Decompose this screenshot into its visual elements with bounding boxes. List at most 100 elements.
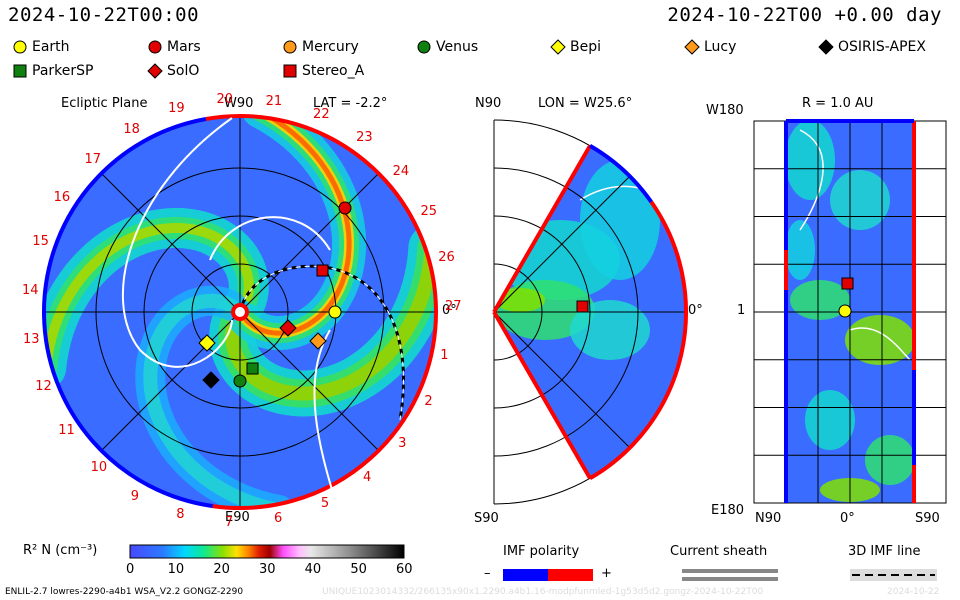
diamond-icon: [684, 39, 700, 55]
lat-lon-panel: [753, 119, 947, 504]
day-label: 6: [273, 511, 283, 526]
colorbar-tick: 60: [396, 562, 413, 577]
legend-item-stereo-a: Stereo_A: [282, 63, 364, 79]
imf-negative-swatch: [503, 569, 548, 581]
day-label: 15: [32, 234, 49, 250]
parkersp-marker: [246, 362, 259, 375]
meridional-plane-panel: [492, 119, 688, 505]
day-label: 10: [90, 460, 108, 476]
square-icon: [13, 64, 27, 78]
legend-label: Stereo_A: [302, 63, 365, 79]
imf-minus-label: –: [484, 566, 491, 581]
ecliptic-title: Ecliptic Plane: [61, 96, 148, 111]
imf-plus-label: +: [601, 566, 612, 581]
day-label: 1: [440, 347, 449, 363]
density-spiral-arms: [44, 116, 436, 508]
diamond-icon: [818, 39, 834, 55]
circle-icon: [417, 40, 431, 54]
colorbar-label: R² N (cm⁻³): [23, 543, 98, 558]
day-label: 9: [130, 488, 139, 504]
colorbar-tick: 40: [304, 562, 322, 577]
day-label: 18: [123, 121, 140, 137]
imf-polarity-label: IMF polarity: [503, 544, 580, 559]
day-label: 14: [21, 282, 39, 298]
legend-label: OSIRIS-APEX: [838, 39, 926, 55]
day-label: 24: [392, 163, 410, 179]
meridional-s90-label: S90: [474, 511, 499, 526]
ecliptic-0deg-label: 0°: [442, 303, 457, 318]
legend-item-solo: SolO: [147, 63, 199, 79]
day-label: 3: [398, 435, 407, 451]
legend-label: Mars: [167, 39, 201, 55]
solo-marker: [279, 319, 297, 337]
day-label: 21: [265, 93, 283, 109]
run-info: UNIQUE1023014332/266135x90x1.2290.a4b1.1…: [322, 587, 764, 597]
legend-item-lucy: Lucy: [684, 39, 736, 55]
colorbar: [129, 544, 405, 559]
imf-polarity-boundary: [42, 114, 438, 510]
day-label: 13: [22, 331, 40, 347]
ecliptic-e90-label: E90: [225, 510, 250, 525]
lat-lon-density-blobs: [786, 121, 914, 502]
stereo-a-latlon-marker: [841, 277, 854, 290]
meridional-lon-label: LON = W25.6°: [538, 96, 633, 111]
current-sheath-lines: [121, 117, 336, 501]
legend-item-bepi: Bepi: [550, 39, 601, 55]
day-label: 8: [176, 507, 185, 523]
legend-label: Venus: [436, 39, 479, 55]
run-date: 2024-10-22: [887, 587, 940, 597]
latlon-w180-label: W180: [706, 103, 744, 118]
circle-icon: [13, 40, 27, 54]
day-label: 25: [420, 204, 438, 220]
sheath-swatch-top: [682, 569, 778, 573]
legend-label: Bepi: [570, 39, 601, 55]
day-label: 19: [168, 101, 185, 117]
legend-item-earth: Earth: [12, 39, 70, 55]
day-label: 26: [438, 249, 455, 265]
imf-positive-swatch: [548, 569, 593, 581]
latlon-r-label: R = 1.0 AU: [802, 96, 874, 111]
day-label: 17: [84, 151, 101, 167]
day-label: 22: [313, 106, 330, 122]
day-label: 20: [216, 91, 233, 107]
legend-label: ParkerSP: [32, 63, 94, 79]
ecliptic-plane-panel: [42, 114, 438, 510]
legend-item-parkersp: ParkerSP: [12, 63, 93, 79]
latlon-x-0: 0°: [840, 511, 855, 526]
day-label: 4: [362, 470, 372, 486]
day-label: 16: [53, 190, 71, 206]
left-timestamp: 2024-10-22T00:00: [8, 4, 200, 26]
legend-label: Mercury: [302, 39, 359, 55]
latlon-x-s90: S90: [915, 511, 940, 526]
legend-item-mars: Mars: [147, 39, 201, 55]
circle-icon: [148, 40, 162, 54]
day-label: 2: [424, 394, 433, 410]
day-label: 11: [58, 423, 75, 438]
colorbar-tick: 10: [167, 562, 185, 577]
day-label: 5: [320, 495, 330, 511]
latlon-e180-label: E180: [711, 503, 745, 518]
colorbar-tick: 30: [259, 562, 276, 577]
stereo-a-meridional-marker: [576, 300, 589, 313]
colorbar-tick: 0: [126, 562, 135, 577]
meridional-grid: [493, 119, 687, 505]
ecliptic-w90-label: W90: [224, 96, 254, 111]
earth-marker: [328, 305, 342, 319]
mars-marker: [338, 201, 352, 215]
diamond-icon: [550, 39, 566, 55]
latlon-x-n90: N90: [755, 511, 782, 526]
day-label: 27: [444, 298, 462, 314]
day-label: 7: [224, 514, 234, 530]
colorbar-tick: 20: [213, 562, 230, 577]
legend-label: Earth: [32, 39, 70, 55]
earth-latlon-marker: [838, 304, 852, 318]
ecliptic-lat-label: LAT = -2.2°: [313, 96, 388, 111]
legend-label: SolO: [167, 63, 200, 79]
day-label: 23: [356, 130, 373, 146]
diamond-icon: [147, 63, 163, 79]
meridional-0deg-label: 0°: [688, 303, 703, 318]
venus-marker: [233, 374, 247, 388]
day-label: 12: [35, 379, 52, 395]
legend-item-venus: Venus: [416, 39, 478, 55]
